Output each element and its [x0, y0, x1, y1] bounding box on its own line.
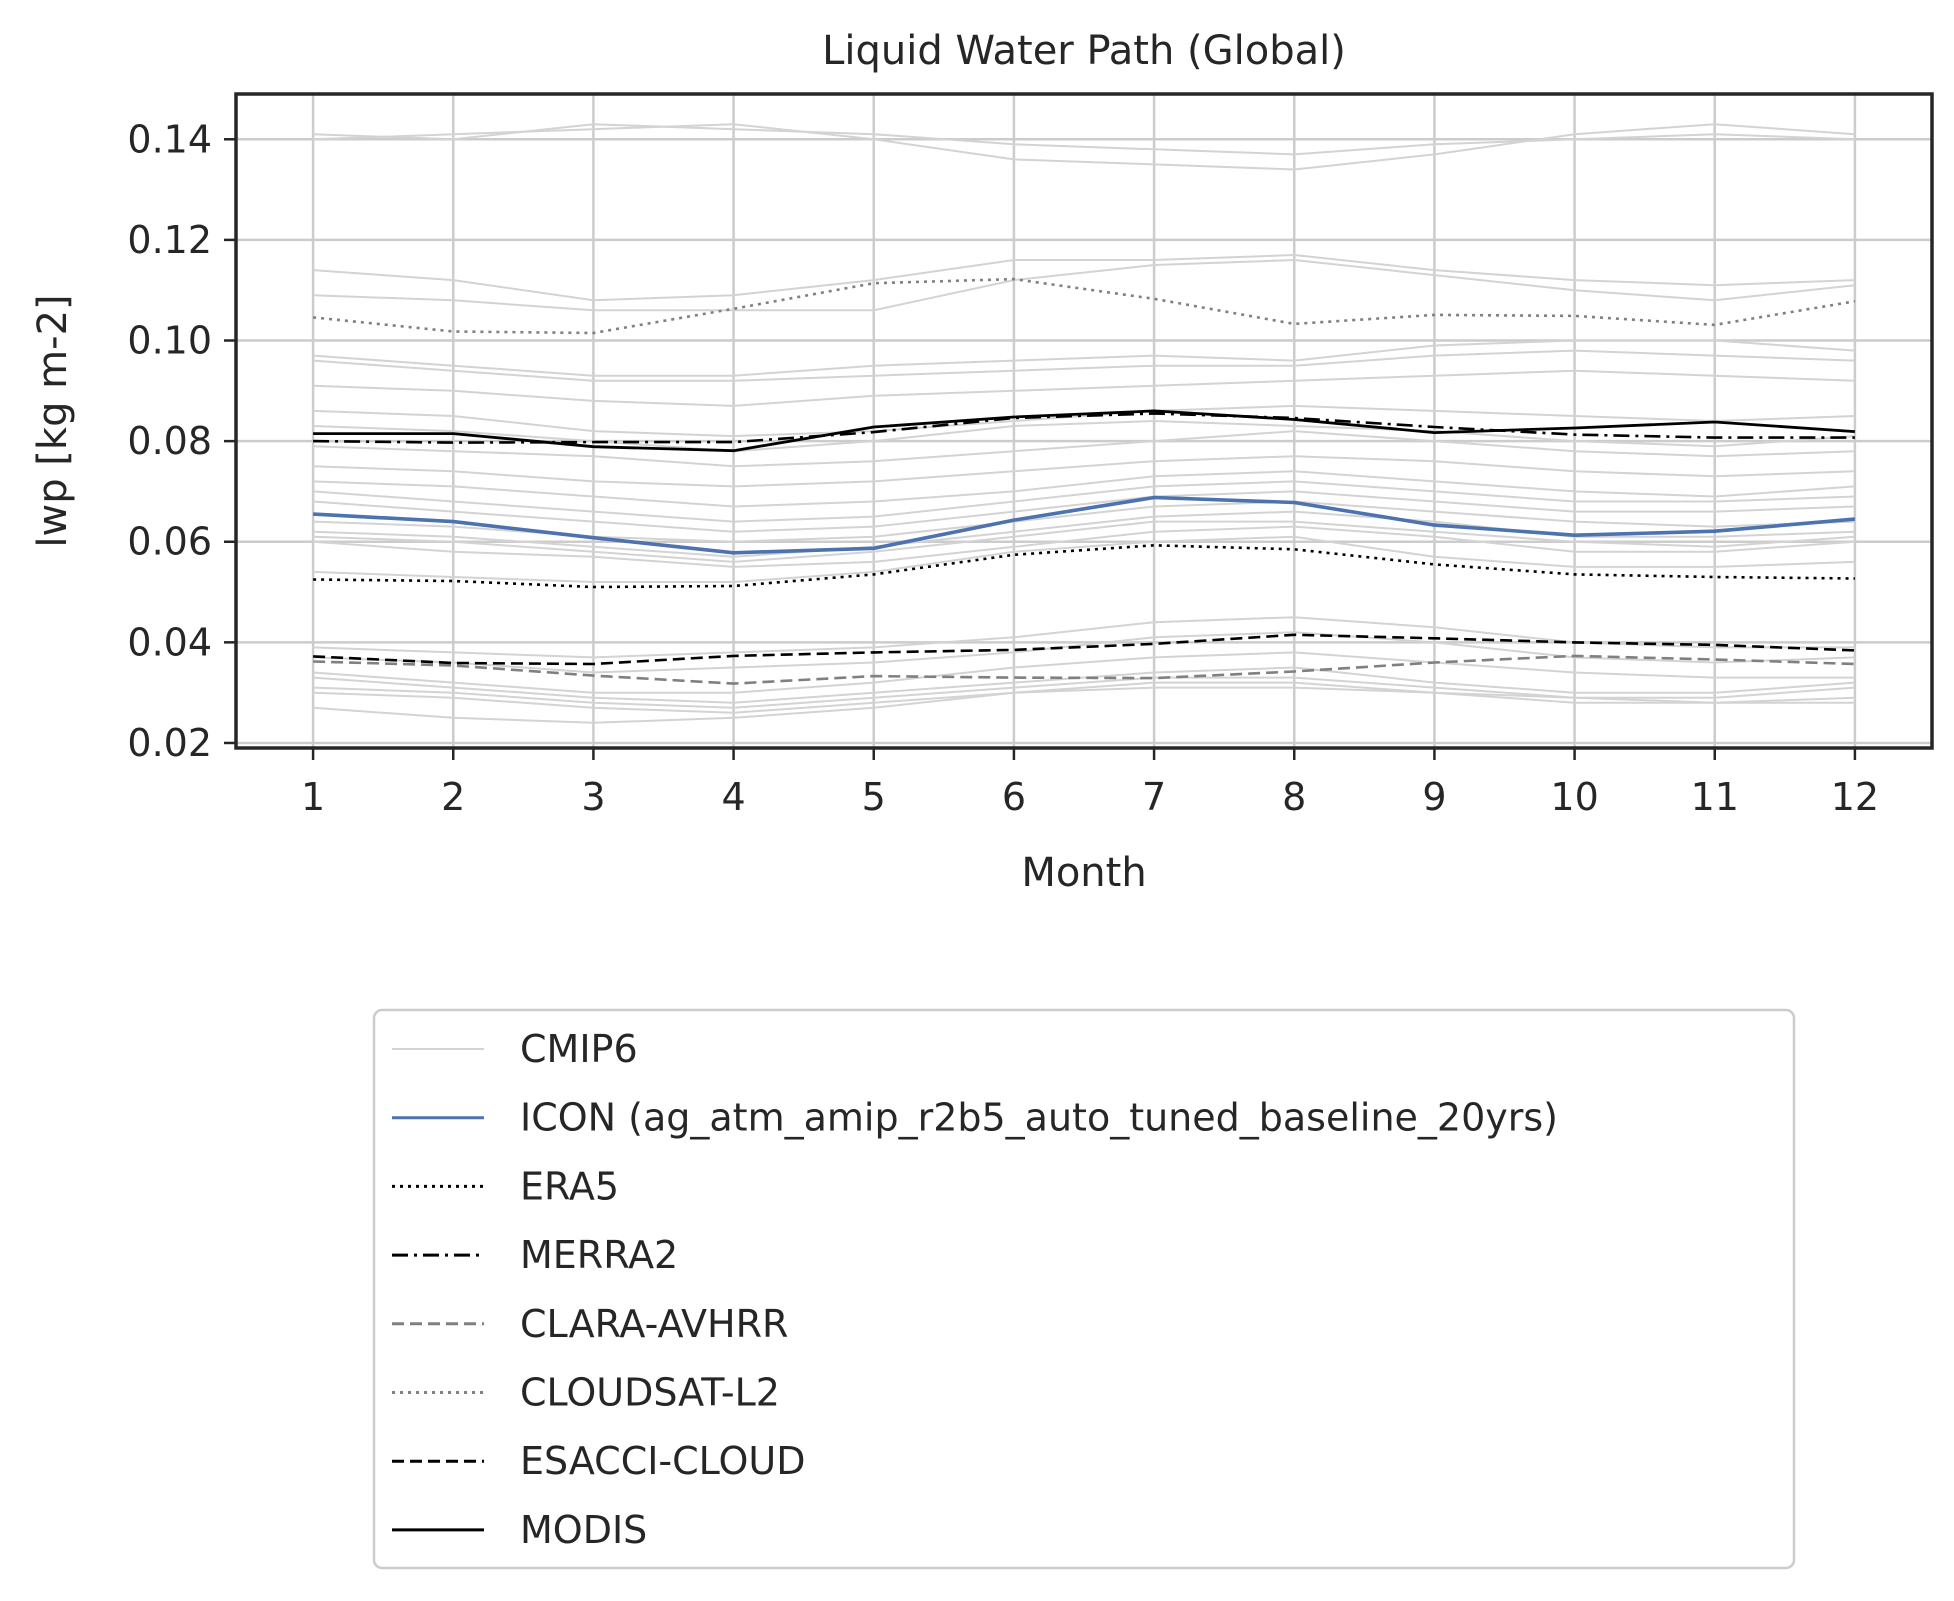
cmip6-member-line [313, 681, 1855, 714]
legend-label: CLARA-AVHRR [520, 1302, 788, 1346]
cmip6-member-line [313, 339, 1855, 377]
cmip6-member-line [313, 430, 1855, 468]
series-lines [312, 277, 1856, 685]
series-line-cloudsat-l2 [312, 277, 1856, 335]
plot-frame [234, 92, 1934, 750]
cmip6-member-line [313, 253, 1855, 302]
y-tick-label: 0.10 [127, 319, 212, 363]
tick-layer: 1 2 3 4 5 6 7 8 9 10 11 120.020.040.060.080.100.120… [127, 117, 1879, 819]
series-line-clara-avhrr [313, 654, 1855, 685]
legend-label: CLOUDSAT-L2 [520, 1371, 780, 1415]
cmip6-member-line [313, 404, 1855, 438]
x-tick-label: 5 [862, 775, 886, 819]
cmip6-member-line [313, 651, 1855, 694]
cmip6-member-line [313, 510, 1855, 558]
cmip6-member-line [313, 525, 1855, 568]
cmip6-member-line [313, 631, 1855, 674]
cmip6-lines [313, 123, 1856, 724]
cmip6-member-line [313, 123, 1855, 171]
x-tick-label: 4 [721, 775, 745, 819]
legend: CMIP6 ICON (ag_atm_amip_r2b5_auto_tuned_b… [392, 1027, 1558, 1552]
cmip6-member-line [313, 686, 1855, 724]
x-axis-label: Month [1021, 850, 1146, 896]
x-tick-label: 1 [301, 775, 325, 819]
y-tick-label: 0.02 [127, 721, 212, 765]
legend-label: CMIP6 [520, 1027, 638, 1071]
y-tick-label: 0.08 [127, 419, 212, 463]
x-tick-label: 3 [581, 775, 605, 819]
x-tick-label: 8 [1282, 775, 1306, 819]
x-tick-label: 11 [1691, 775, 1739, 819]
y-tick-label: 0.14 [127, 117, 212, 161]
y-tick-label: 0.12 [127, 218, 212, 262]
legend-label: ESACCI-CLOUD [520, 1439, 805, 1483]
cmip6-member-line [313, 455, 1855, 488]
cmip6-member-line [313, 258, 1856, 312]
cmip6-member-line [313, 490, 1855, 533]
x-tick-label: 9 [1422, 775, 1446, 819]
x-tick-label: 12 [1831, 775, 1879, 819]
x-tick-label: 6 [1002, 775, 1026, 819]
cmip6-member-line [313, 349, 1855, 382]
x-tick-label: 2 [441, 775, 465, 819]
y-tick-label: 0.06 [127, 520, 212, 564]
legend-box [372, 1008, 1796, 1570]
series-line-icon [313, 495, 1856, 555]
chart-title: Liquid Water Path (Global) [822, 28, 1346, 74]
x-tick-label: 7 [1142, 775, 1166, 819]
cmip6-member-line [313, 419, 1855, 453]
cmip6-member-line [313, 369, 1855, 407]
series-line-esacci-cloud [313, 633, 1855, 666]
series-line-merra2 [313, 412, 1855, 444]
y-tick-label: 0.04 [127, 620, 212, 664]
cmip6-member-line [313, 666, 1855, 704]
y-axis-label: lwp [kg m-2] [30, 294, 76, 547]
cmip6-member-line [313, 123, 1855, 156]
cmip6-member-line [313, 480, 1855, 523]
legend-label: ICON (ag_atm_amip_r2b5_auto_tuned_baseli… [520, 1096, 1558, 1140]
cmip6-member-line [313, 535, 1855, 583]
series-line-modis [313, 409, 1855, 453]
legend-label: ERA5 [520, 1164, 619, 1208]
legend-label: MODIS [520, 1508, 647, 1552]
cmip6-member-line [313, 520, 1855, 563]
series-line-era5 [313, 544, 1855, 589]
x-tick-label: 10 [1550, 775, 1598, 819]
cmip6-member-line [313, 470, 1855, 508]
legend-label: MERRA2 [520, 1233, 678, 1277]
